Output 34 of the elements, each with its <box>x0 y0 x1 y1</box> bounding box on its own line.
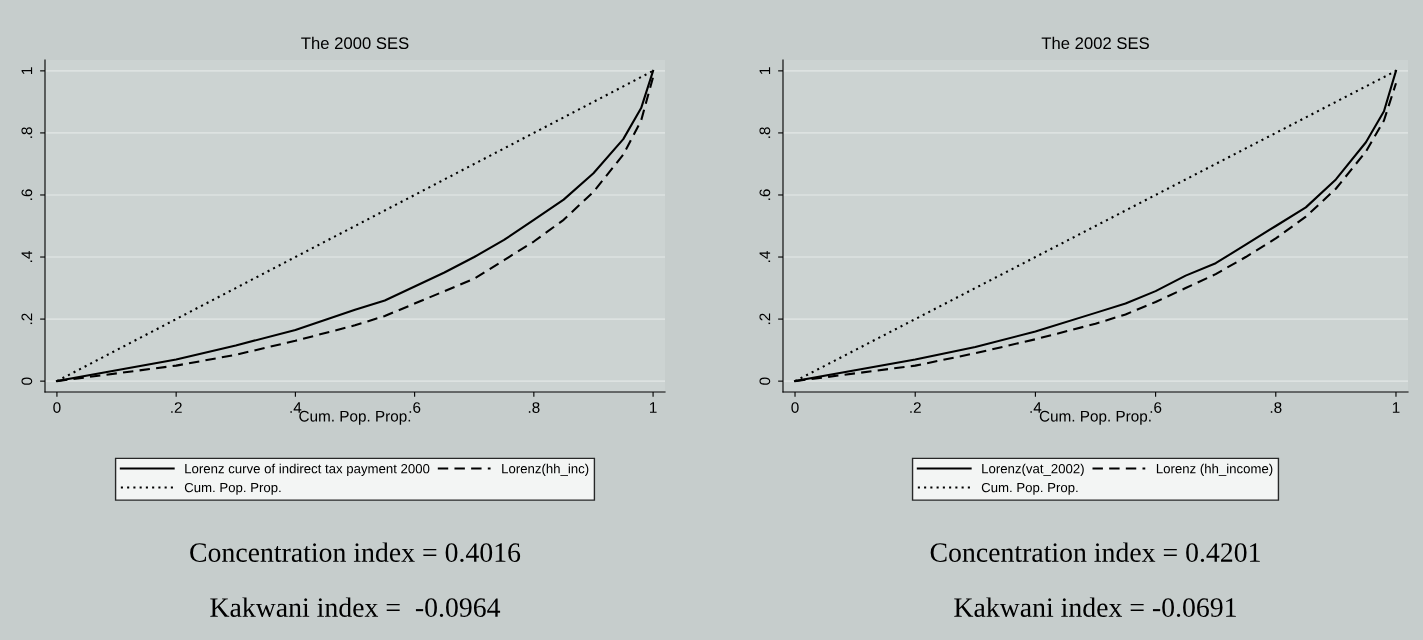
chart-title: The 2002 SES <box>1041 36 1149 50</box>
y-tick-label: .8 <box>21 127 33 138</box>
text: Kakwani index = -0.0964 <box>210 597 501 618</box>
legend-label: Cum. Pop. Prop. <box>981 482 1078 495</box>
y-tick-label: 1 <box>21 67 33 74</box>
y-tick-label: .2 <box>759 313 771 325</box>
x-tick-label: 0 <box>53 402 61 413</box>
x-tick-label: 1 <box>649 402 657 413</box>
x-tick-label: 0 <box>791 402 799 413</box>
y-tick-label: 0 <box>21 377 33 385</box>
legend-label: Lorenz (hh_income) <box>1156 463 1273 476</box>
text: Kakwani index = -0.0691 <box>954 597 1236 618</box>
x-tick-label: .6 <box>1150 402 1162 413</box>
y-tick-label: .6 <box>21 189 33 200</box>
text: Concentration index = 0.4016 <box>190 542 521 563</box>
x-tick-label: .2 <box>171 402 182 413</box>
y-tick-label: .8 <box>759 127 771 138</box>
legend-label: Lorenz curve of indirect tax payment 2000 <box>185 463 430 476</box>
y-tick-label: .6 <box>759 189 771 200</box>
y-tick-label: .4 <box>21 251 33 262</box>
x-tick-label: .6 <box>409 402 421 413</box>
x-tick-label: .8 <box>1270 402 1282 413</box>
text: Concentration index = 0.4201 <box>930 542 1260 563</box>
x-tick-label: 1 <box>1392 402 1400 413</box>
legend-label: Lorenz(hh_inc) <box>502 463 589 476</box>
chart-title: The 2000 SES <box>301 36 409 50</box>
y-tick-label: .4 <box>759 251 771 262</box>
legend-label: Cum. Pop. Prop. <box>184 482 281 495</box>
y-tick-label: .2 <box>21 313 33 325</box>
x-tick-label: .8 <box>528 402 540 413</box>
y-tick-label: 1 <box>759 67 771 74</box>
x-tick-label: .2 <box>910 402 921 413</box>
legend-label: Lorenz(vat_2002) <box>982 463 1084 476</box>
y-tick-label: 0 <box>759 377 771 385</box>
